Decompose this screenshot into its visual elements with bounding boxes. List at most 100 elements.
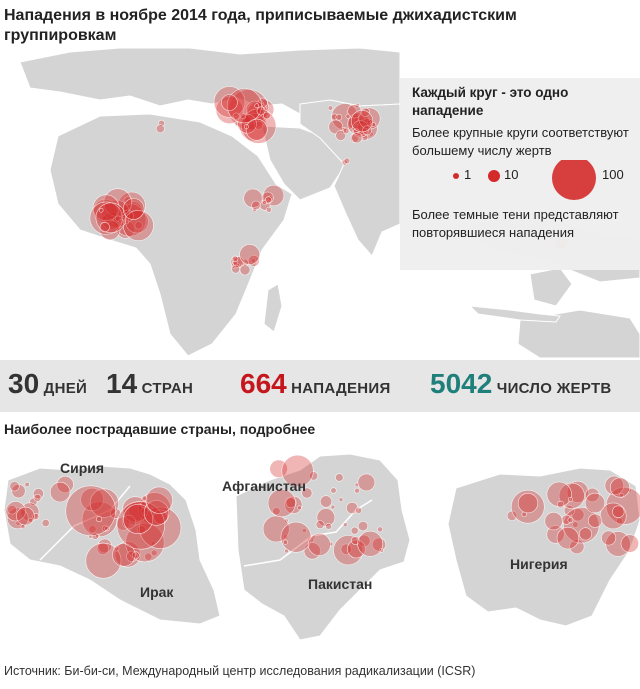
nigeria-detail-attack-circle — [572, 521, 579, 528]
afghanistan-pakistan-map — [235, 453, 411, 641]
afpak-detail-attack-circle — [330, 487, 337, 494]
syria-iraq-map — [3, 465, 221, 625]
nigeria-detail-attack-circle — [571, 508, 585, 522]
stat-days-label: ДНЕЙ — [43, 380, 88, 397]
legend-box: Каждый круг - это одно нападение Более к… — [400, 78, 640, 270]
afghanistan-pakistan-attack-circle — [335, 130, 347, 141]
afpak-detail-attack-circle — [325, 523, 332, 530]
iraq-detail-attack-circle — [89, 488, 119, 518]
syria-detail-attack-circle — [5, 501, 26, 522]
nigeria-west-detail-attack-circle — [521, 511, 527, 518]
iraq-detail-attack-circle — [131, 551, 140, 560]
iraq-detail-attack-circle — [116, 501, 165, 550]
label-afghanistan: Афганистан — [222, 478, 306, 494]
afpak-detail-attack-circle — [333, 535, 364, 566]
stat-attacks: 664 НАПАДЕНИЯ — [240, 368, 391, 400]
afpak-detail-attack-circle — [357, 530, 384, 557]
iraq-detail-attack-circle — [85, 542, 122, 579]
nigeria-detail-attack-circle — [616, 517, 623, 525]
iraq-syria-attack-circle — [241, 108, 277, 144]
nigeria-detail-attack-circle — [556, 500, 565, 509]
iraq-detail-attack-circle — [145, 486, 173, 514]
afpak-detail-attack-circle — [346, 501, 359, 514]
iraq-detail-attack-circle — [88, 525, 97, 534]
stat-countries-value: 14 — [106, 368, 138, 399]
indonesia-land — [468, 305, 561, 323]
afpak-detail-attack-circle — [330, 504, 336, 510]
stat-countries: 14 СТРАН — [106, 368, 193, 400]
afpak-detail-attack-circle — [284, 548, 289, 554]
nigeria-map — [447, 467, 640, 627]
somalia-attack-circle — [251, 200, 261, 211]
legend-scale-svg — [453, 160, 596, 200]
stat-attacks-value: 664 — [240, 368, 287, 399]
afghanistan-pakistan-attack-circle — [350, 109, 374, 133]
iraq-detail-attack-circle — [144, 552, 153, 561]
legend-circle-10 — [488, 170, 500, 182]
iraq-detail-attack-circle — [139, 506, 182, 549]
kenya-attack-circle — [239, 264, 251, 276]
afpak-detail-attack-circle — [328, 541, 334, 547]
afghanistan-pakistan-attack-circle — [360, 107, 371, 117]
iraq-detail-attack-circle — [143, 500, 170, 526]
somalia-attack-circle — [264, 196, 272, 204]
nigeria-detail-attack-circle — [567, 497, 573, 503]
nigeria-detail-attack-circle — [556, 526, 580, 550]
afpak-detail-attack-circle — [281, 454, 314, 488]
kenya-attack-circle — [247, 254, 260, 267]
kenya-attack-circle — [250, 258, 256, 264]
afpak-detail-attack-circle — [342, 522, 348, 527]
nigeria-attack-circle — [123, 196, 133, 206]
page-title: Нападения в ноябре 2014 года, приписывае… — [4, 7, 517, 44]
syria-detail-attack-circle — [49, 481, 71, 503]
afghanistan-pakistan-border — [243, 499, 373, 567]
kenya-attack-circle — [239, 244, 261, 265]
afpak-detail-attack-circle — [315, 520, 325, 529]
afpak-detail-attack-circle — [355, 507, 362, 514]
asia-land — [299, 99, 401, 257]
afpak-detail-attack-circle — [285, 497, 297, 509]
somalia-attack-circle — [265, 206, 272, 213]
label-nigeria: Нигерия — [510, 556, 568, 572]
afpak-detail-attack-circle — [297, 505, 302, 511]
iraq-syria-attack-circle — [262, 111, 271, 120]
kenya-attack-circle — [231, 255, 239, 263]
nigeria-attack-circle — [122, 198, 145, 220]
nigeria-detail-attack-circle — [601, 530, 617, 546]
legend-size-note: Более крупные круги соответствуют больше… — [412, 125, 629, 158]
afpak-detail-attack-circle — [350, 526, 359, 535]
afghanistan-pakistan-attack-circle — [335, 113, 343, 121]
borneo-land — [529, 267, 573, 307]
afpak-detail-attack-circle — [357, 473, 376, 492]
afpak-detail-attack-circle — [377, 526, 383, 533]
somalia-attack-circle — [263, 184, 285, 207]
legend-scale: 1 10 100 — [412, 160, 630, 206]
nigeria-detail-attack-circle — [620, 534, 639, 553]
afpak-detail-attack-circle — [283, 534, 289, 540]
syria-detail-attack-circle — [9, 481, 20, 492]
syria-detail-attack-circle — [7, 504, 17, 515]
nigeria-attack-circle — [98, 208, 104, 213]
iraq-syria-attack-circle — [245, 118, 268, 141]
nigeria-detail-attack-circle — [584, 492, 606, 514]
legend-shade-note: Более темные тени представляют повторявш… — [412, 207, 619, 240]
legend-label-10: 10 — [504, 167, 519, 182]
libya-attack-circle — [155, 124, 165, 134]
nigeria-detail-attack-circle — [546, 525, 565, 544]
nigeria-detail-attack-circle — [604, 475, 624, 496]
nigeria-west-detail-attack-circle — [517, 492, 539, 514]
stat-deaths-label: ЧИСЛО ЖЕРТВ — [496, 380, 612, 397]
afpak-detail-attack-circle — [267, 488, 296, 518]
iraq-detail-attack-circle — [104, 525, 110, 532]
afpak-detail-attack-circle — [272, 507, 281, 516]
stat-days: 30 ДНЕЙ — [8, 368, 87, 400]
stat-days-value: 30 — [8, 368, 40, 399]
iraq-syria-attack-circle — [243, 124, 249, 130]
syria-iraq-border — [39, 485, 131, 561]
iraq-syria-attack-circle — [254, 103, 260, 109]
afghanistan-pakistan-attack-circle — [347, 112, 371, 136]
nigeria-attack-circle — [101, 215, 107, 221]
syria-detail-attack-circle — [29, 497, 38, 506]
afpak-detail-attack-circle — [319, 495, 333, 508]
nigeria-attack-circle — [99, 222, 110, 233]
